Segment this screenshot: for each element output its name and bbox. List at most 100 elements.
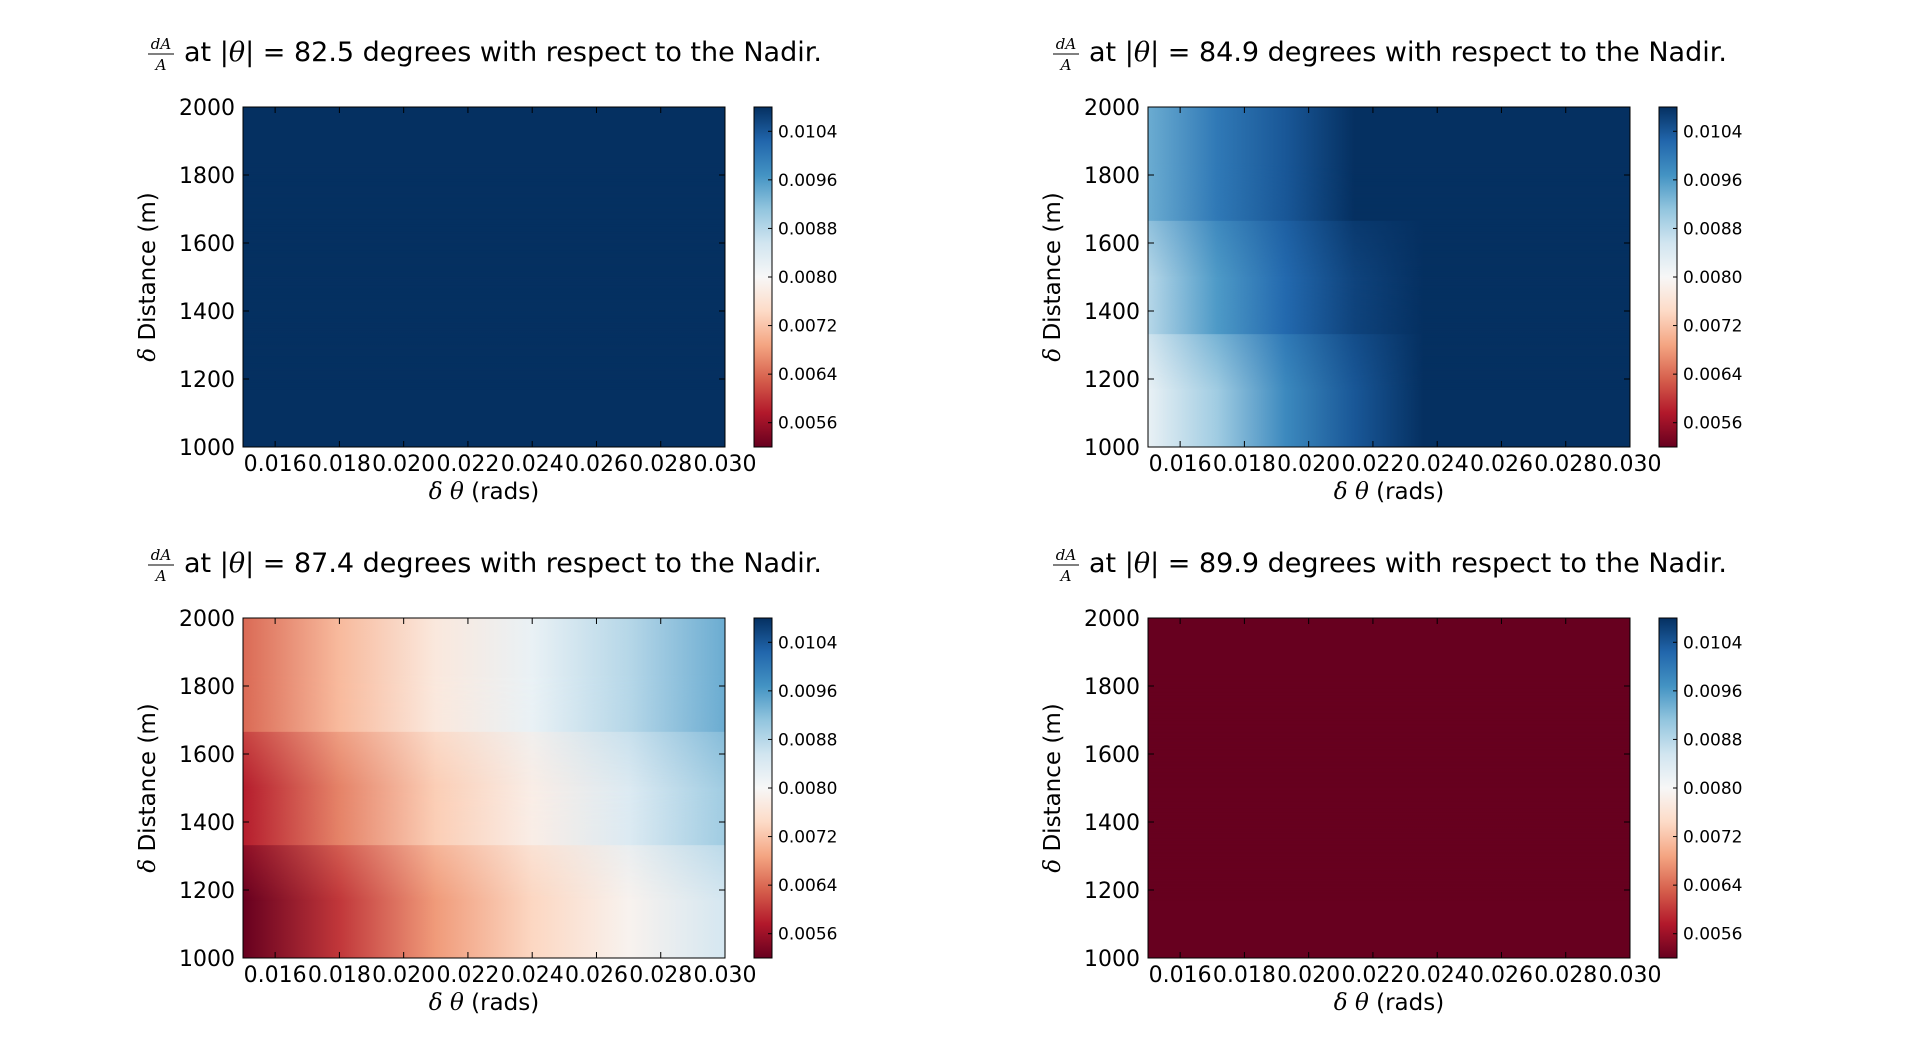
x-tick-label: 0.018 — [308, 963, 371, 988]
x-label-delta: δ — [1334, 990, 1348, 1016]
y-tick-label: 1200 — [1084, 879, 1140, 904]
x-tick-label: 0.026 — [1470, 452, 1533, 477]
colorbar: 0.0104 0.0096 0.0088 0.0080 0.0072 0.0064 0.00… — [1658, 106, 1742, 448]
x-tick-label: 0.022 — [436, 452, 499, 477]
colorbar-tick-label: 0.0104 — [778, 122, 837, 142]
colorbar-tick-label: 0.0104 — [1683, 633, 1742, 653]
x-label-symbol: θ — [450, 990, 464, 1016]
title-post: | = 87.4 degrees with respect to the Nad… — [245, 548, 822, 579]
axes-frame — [242, 617, 726, 959]
colorbar-tick-label: 0.0096 — [778, 171, 837, 191]
x-label-unit: (rads) — [1376, 990, 1444, 1016]
colorbar-tick-label: 0.0088 — [1683, 730, 1742, 750]
subplot-title: dA A at |θ| = 89.9 degrees with respect to… — [1053, 546, 1727, 585]
colorbar-tick-label: 0.0104 — [1683, 122, 1742, 142]
title-pre: at | — [1089, 37, 1134, 68]
y-label-text: Distance (m) — [1040, 703, 1066, 851]
x-tick-label: 0.030 — [694, 452, 757, 477]
title-post: | = 89.9 degrees with respect to the Nad… — [1150, 548, 1727, 579]
y-axis-label: δ Distance (m) — [135, 192, 161, 361]
heatmap-blend — [243, 277, 725, 391]
heatmap-blend — [1148, 788, 1630, 902]
title-pre: at | — [184, 548, 229, 579]
colorbar-tick-label: 0.0072 — [778, 828, 837, 848]
y-axis-label: δ Distance (m) — [135, 703, 161, 872]
x-label-unit: (rads) — [1376, 479, 1444, 505]
x-axis-label: δ θ (rads) — [1334, 990, 1444, 1016]
colorbar: 0.0104 0.0096 0.0088 0.0080 0.0072 0.0064 0.00… — [1658, 617, 1742, 959]
y-tick-label: 1800 — [179, 675, 235, 700]
x-tick-label: 0.020 — [372, 452, 435, 477]
y-tick-label: 1600 — [179, 232, 235, 257]
x-tick-label: 0.016 — [1149, 963, 1212, 988]
title-post: | = 84.9 degrees with respect to the Nad… — [1150, 37, 1727, 68]
heatmap — [1148, 618, 1630, 958]
title-theta: θ — [1134, 37, 1150, 68]
axes-frame — [1147, 617, 1631, 959]
colorbar-tick-label: 0.0064 — [1683, 365, 1742, 385]
y-tick-label: 1400 — [1084, 811, 1140, 836]
y-tick-label: 2000 — [1084, 607, 1140, 632]
x-label-unit: (rads) — [471, 990, 539, 1016]
y-tick-label: 1000 — [1084, 436, 1140, 461]
heatmap — [243, 618, 725, 958]
colorbar-tick-label: 0.0072 — [778, 317, 837, 337]
x-tick-label: 0.022 — [1341, 963, 1404, 988]
title-theta: θ — [229, 548, 245, 579]
x-tick-label: 0.022 — [436, 963, 499, 988]
colorbar-tick-label: 0.0072 — [1683, 317, 1742, 337]
y-label-delta: δ — [1040, 348, 1066, 362]
axes-frame — [1147, 106, 1631, 448]
y-tick-label: 1400 — [1084, 300, 1140, 325]
y-axis-label: δ Distance (m) — [1040, 192, 1066, 361]
y-tick-label: 1800 — [1084, 164, 1140, 189]
y-tick-label: 1800 — [1084, 675, 1140, 700]
y-tick-label: 1400 — [179, 300, 235, 325]
y-label-delta: δ — [1040, 859, 1066, 873]
y-tick-label: 1800 — [179, 164, 235, 189]
heatmap-blend — [1148, 674, 1630, 788]
subplot-2: 0.016 0.018 0.020 0.022 0.024 0.026 0.028 0.030… — [1040, 35, 1742, 505]
title-theta: θ — [1134, 548, 1150, 579]
colorbar-tick-label: 0.0104 — [778, 633, 837, 653]
y-tick-label: 1000 — [1084, 947, 1140, 972]
colorbar-tick-label: 0.0088 — [778, 730, 837, 750]
x-tick-label: 0.030 — [1599, 963, 1662, 988]
subplot-title: dA A at |θ| = 82.5 degrees with respect to… — [148, 35, 822, 74]
x-tick-label: 0.030 — [694, 963, 757, 988]
colorbar-tick-label: 0.0056 — [778, 414, 837, 434]
x-axis-label: δ θ (rads) — [429, 479, 539, 505]
colorbar-tick-label: 0.0096 — [778, 682, 837, 702]
x-tick-label: 0.026 — [1470, 963, 1533, 988]
title-post: | = 82.5 degrees with respect to the Nad… — [245, 37, 822, 68]
y-tick-label: 1600 — [1084, 743, 1140, 768]
y-tick-label: 1400 — [179, 811, 235, 836]
colorbar: 0.0104 0.0096 0.0088 0.0080 0.0072 0.0064 0.00… — [753, 617, 837, 959]
title-fraction-denominator: A — [154, 567, 167, 585]
colorbar-tick-label: 0.0064 — [778, 365, 837, 385]
x-tick-label: 0.026 — [565, 452, 628, 477]
y-axis-label: δ Distance (m) — [1040, 703, 1066, 872]
x-tick-label: 0.018 — [308, 452, 371, 477]
colorbar-tick-label: 0.0056 — [1683, 925, 1742, 945]
colorbar-tick-label: 0.0088 — [778, 219, 837, 239]
x-tick-label: 0.018 — [1213, 963, 1276, 988]
x-label-symbol: θ — [1355, 990, 1369, 1016]
colorbar-tick-label: 0.0064 — [1683, 876, 1742, 896]
axes-frame — [242, 106, 726, 448]
x-tick-label: 0.030 — [1599, 452, 1662, 477]
x-label-delta: δ — [1334, 479, 1348, 505]
x-tick-label: 0.024 — [1406, 452, 1469, 477]
subplot-title: dA A at |θ| = 84.9 degrees with respect to… — [1053, 35, 1727, 74]
heatmap — [1148, 107, 1630, 447]
title-text: at |θ| = 89.9 degrees with respect to th… — [1089, 548, 1727, 579]
x-tick-label: 0.016 — [244, 452, 307, 477]
x-tick-label: 0.024 — [501, 963, 564, 988]
title-text: at |θ| = 84.9 degrees with respect to th… — [1089, 37, 1727, 68]
x-label-delta: δ — [429, 990, 443, 1016]
heatmap-blend — [1148, 163, 1630, 277]
heatmap — [243, 107, 725, 447]
y-tick-label: 2000 — [1084, 96, 1140, 121]
colorbar-tick-label: 0.0080 — [1683, 779, 1742, 799]
